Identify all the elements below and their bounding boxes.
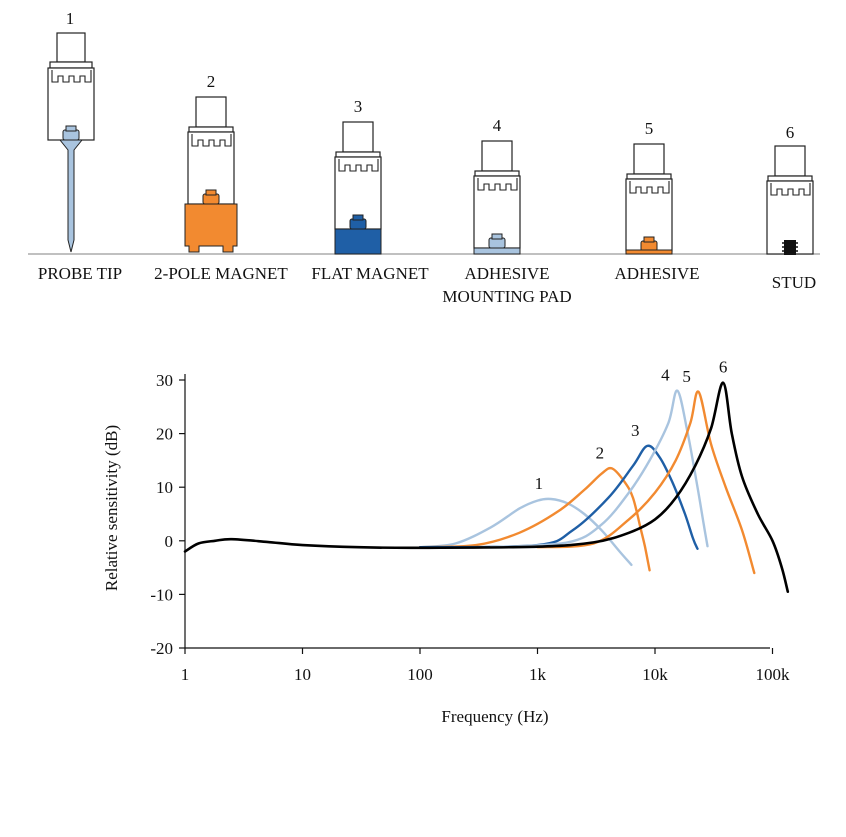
sensor-6-stud bbox=[766, 145, 814, 255]
sensor-4-adhesive-mounting-pad bbox=[473, 140, 521, 255]
y-tick-label: 0 bbox=[165, 532, 174, 551]
curve-label-5: 5 bbox=[682, 367, 691, 386]
x-axis-label: Frequency (Hz) bbox=[441, 707, 548, 726]
curve-label-2: 2 bbox=[596, 443, 605, 462]
sensor-2-two-pole-magnet bbox=[184, 96, 238, 253]
curve-3 bbox=[418, 444, 699, 550]
x-tick-label: 100k bbox=[756, 665, 791, 684]
sensor-5-adhesive bbox=[625, 143, 673, 255]
sensor-3-flat-magnet bbox=[334, 121, 382, 255]
x-tick-label: 100 bbox=[407, 665, 433, 684]
mounting-label-stud: STUD bbox=[772, 273, 816, 292]
mounting-label-adhesive-mounting-pad-line1: ADHESIVE bbox=[465, 264, 550, 283]
mounting-diagrams: 1 2 3 4 5 6 PROBE TIP 2-POLE MAGNET FLAT… bbox=[28, 9, 820, 306]
curve-6 bbox=[183, 381, 790, 593]
x-tick-label: 10 bbox=[294, 665, 311, 684]
mounting-number-6: 6 bbox=[786, 123, 795, 142]
mounting-label-adhesive-mounting-pad-line2: MOUNTING PAD bbox=[442, 287, 571, 306]
y-tick-label: 10 bbox=[156, 478, 173, 497]
y-tick-label: 20 bbox=[156, 425, 173, 444]
mounting-number-2: 2 bbox=[207, 72, 216, 91]
y-tick-label: -10 bbox=[150, 585, 173, 604]
chart-axes bbox=[184, 374, 770, 649]
chart-series bbox=[183, 381, 790, 593]
curve-label-3: 3 bbox=[631, 421, 640, 440]
curve-label-6: 6 bbox=[719, 358, 728, 377]
curve-4 bbox=[489, 389, 709, 549]
curve-1 bbox=[418, 497, 633, 567]
sensor-1-probe-tip bbox=[47, 32, 95, 253]
y-tick-label: -20 bbox=[150, 639, 173, 658]
x-tick-label: 1k bbox=[529, 665, 547, 684]
curve-5 bbox=[536, 390, 756, 575]
mounting-number-5: 5 bbox=[645, 119, 654, 138]
mounting-label-two-pole-magnet: 2-POLE MAGNET bbox=[154, 264, 288, 283]
mounting-label-probe-tip: PROBE TIP bbox=[38, 264, 122, 283]
mounting-number-4: 4 bbox=[493, 116, 502, 135]
x-tick-label: 1 bbox=[181, 665, 190, 684]
mounting-label-adhesive: ADHESIVE bbox=[615, 264, 700, 283]
y-axis-label: Relative sensitivity (dB) bbox=[102, 425, 121, 591]
curve-label-4: 4 bbox=[661, 366, 670, 385]
mounting-label-flat-magnet: FLAT MAGNET bbox=[311, 264, 429, 283]
curve-label-1: 1 bbox=[535, 474, 544, 493]
mounting-number-1: 1 bbox=[66, 9, 75, 28]
y-tick-label: 30 bbox=[156, 371, 173, 390]
curve-2 bbox=[418, 466, 651, 572]
x-tick-label: 10k bbox=[642, 665, 668, 684]
mounting-number-3: 3 bbox=[354, 97, 363, 116]
chart-series-labels: 1 2 3 4 5 6 bbox=[535, 358, 728, 493]
